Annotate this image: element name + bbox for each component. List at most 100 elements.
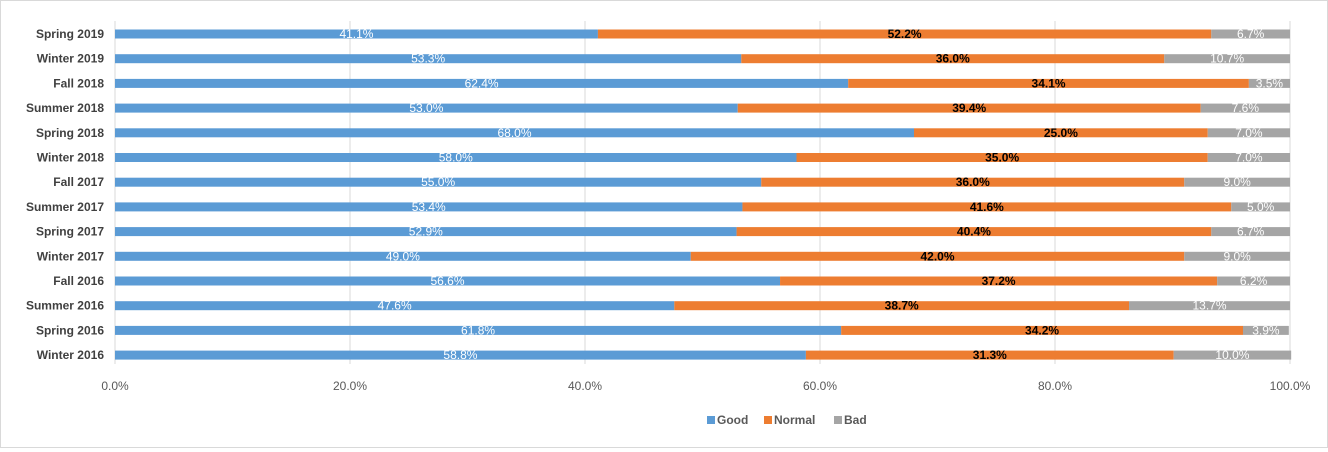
bar-bad: [1217, 276, 1290, 286]
bar-good: [115, 54, 742, 64]
bar-normal: [597, 29, 1212, 39]
bar-normal: [736, 227, 1212, 237]
bar-good: [115, 350, 806, 360]
bar-good: [115, 128, 914, 138]
bar-good: [115, 177, 762, 187]
bar-good: [115, 276, 781, 286]
bar-normal: [741, 54, 1165, 64]
data-label-normal: 37.2%: [982, 274, 1016, 288]
legend-swatch-normal: [764, 416, 772, 424]
bar-bad: [1184, 177, 1290, 187]
bar-bad: [1173, 350, 1292, 360]
data-label-normal: 52.2%: [888, 27, 922, 41]
data-label-good: 62.4%: [465, 76, 499, 90]
data-label-good: 41.1%: [339, 27, 373, 41]
data-label-good: 55.0%: [421, 175, 455, 189]
bar-bad: [1211, 227, 1290, 237]
category-label: Fall 2017: [53, 175, 104, 189]
data-label-bad: 9.0%: [1223, 175, 1251, 189]
bar-good: [115, 202, 743, 212]
data-label-bad: 6.7%: [1237, 225, 1265, 239]
data-label-bad: 5.0%: [1247, 200, 1275, 214]
data-label-normal: 31.3%: [973, 348, 1007, 362]
data-label-bad: 10.0%: [1215, 348, 1249, 362]
bar-bad: [1164, 54, 1290, 64]
bar-good: [115, 29, 598, 39]
bar-bad: [1207, 153, 1290, 162]
data-label-bad: 7.0%: [1235, 151, 1263, 165]
bar-bad: [1248, 78, 1290, 88]
bar-bad: [1211, 29, 1290, 39]
data-label-normal: 25.0%: [1044, 126, 1078, 140]
data-label-normal: 36.0%: [956, 175, 990, 189]
bar-normal: [674, 301, 1130, 311]
legend-label-good: Good: [717, 413, 748, 427]
bar-good: [115, 103, 738, 113]
category-label: Spring 2017: [36, 225, 104, 239]
legend-label-normal: Normal: [774, 413, 815, 427]
data-label-bad: 6.7%: [1237, 27, 1265, 41]
x-tick-label: 80.0%: [1038, 379, 1072, 393]
bar-normal: [841, 325, 1243, 335]
data-label-bad: 6.2%: [1240, 274, 1268, 288]
category-label: Fall 2016: [53, 274, 104, 288]
data-label-good: 49.0%: [386, 249, 420, 263]
category-label: Winter 2017: [37, 249, 105, 263]
bar-bad: [1231, 202, 1290, 212]
data-label-bad: 3.5%: [1256, 76, 1284, 90]
bar-normal: [796, 153, 1208, 162]
bar-bad: [1207, 128, 1290, 138]
data-label-normal: 41.6%: [970, 200, 1004, 214]
x-tick-label: 60.0%: [803, 379, 837, 393]
data-label-good: 52.9%: [409, 225, 443, 239]
category-label: Winter 2018: [37, 151, 105, 165]
x-tick-label: 100.0%: [1270, 379, 1311, 393]
category-label: Fall 2018: [53, 76, 104, 90]
data-label-good: 56.6%: [431, 274, 465, 288]
data-label-normal: 42.0%: [920, 249, 954, 263]
data-label-good: 53.3%: [411, 52, 445, 66]
legend-label-bad: Bad: [844, 413, 867, 427]
bar-good: [115, 325, 842, 335]
data-label-good: 47.6%: [378, 299, 412, 313]
data-label-normal: 34.2%: [1025, 323, 1059, 337]
bar-good: [115, 153, 797, 162]
data-label-bad: 7.0%: [1235, 126, 1263, 140]
bar-good: [115, 301, 675, 311]
bar-normal: [805, 350, 1174, 360]
legend-swatch-good: [707, 416, 715, 424]
data-label-normal: 34.1%: [1032, 76, 1066, 90]
bar-bad: [1184, 251, 1290, 261]
data-label-normal: 39.4%: [952, 101, 986, 115]
bar-bad: [1243, 325, 1289, 335]
category-label: Spring 2019: [36, 27, 104, 41]
data-label-good: 53.0%: [409, 101, 443, 115]
bar-bad: [1129, 301, 1290, 311]
data-label-good: 53.4%: [412, 200, 446, 214]
data-label-normal: 35.0%: [985, 151, 1019, 165]
category-label: Spring 2018: [36, 126, 104, 140]
category-label: Winter 2019: [37, 52, 105, 66]
bar-good: [115, 78, 849, 88]
category-label: Summer 2018: [26, 101, 104, 115]
legend-swatch-bad: [834, 416, 842, 424]
data-label-bad: 13.7%: [1192, 299, 1226, 313]
x-tick-label: 0.0%: [101, 379, 129, 393]
bar-good: [115, 227, 737, 237]
bar-normal: [780, 276, 1218, 286]
category-label: Summer 2017: [26, 200, 104, 214]
data-label-bad: 9.0%: [1223, 249, 1251, 263]
category-label: Summer 2016: [26, 299, 104, 313]
data-label-bad: 7.6%: [1232, 101, 1260, 115]
bar-good: [115, 251, 691, 261]
data-label-bad: 3.9%: [1252, 323, 1280, 337]
bar-normal: [848, 78, 1249, 88]
data-label-normal: 40.4%: [957, 225, 991, 239]
bar-normal: [742, 202, 1232, 212]
bar-normal: [761, 177, 1185, 187]
bar-normal: [914, 128, 1208, 138]
data-label-normal: 36.0%: [936, 52, 970, 66]
x-tick-label: 20.0%: [333, 379, 367, 393]
